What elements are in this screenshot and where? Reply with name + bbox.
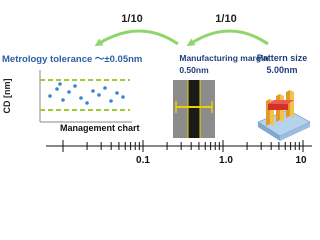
pattern-icon bbox=[257, 90, 311, 141]
metrology-label: Metrology tolerance ～±0.05nm bbox=[2, 54, 142, 65]
arrow bbox=[94, 29, 179, 47]
axis-label: 0.1 bbox=[136, 155, 150, 166]
chart-caption: Management chart bbox=[60, 123, 140, 133]
pattern-value: 5.00nm bbox=[266, 65, 297, 75]
axis-ticks bbox=[62, 140, 304, 152]
sem-line bbox=[188, 80, 200, 138]
diagram: 1/10 1/10 Metrology tolerance ～±0.05nm M… bbox=[2, 13, 312, 166]
manufacturing-label: Manufacturing margin bbox=[179, 53, 268, 63]
axis-label: 10 bbox=[295, 155, 307, 166]
pattern-label: Pattern size bbox=[257, 53, 308, 63]
arrow-label: 1/10 bbox=[121, 13, 142, 25]
y-label: CD [nm] bbox=[2, 79, 12, 114]
arrow-label: 1/10 bbox=[215, 13, 236, 25]
arrow bbox=[186, 29, 269, 47]
manufacturing-value: 0.50nm bbox=[179, 65, 209, 75]
chart-dots bbox=[48, 82, 125, 105]
axis-label: 1.0 bbox=[219, 155, 233, 166]
